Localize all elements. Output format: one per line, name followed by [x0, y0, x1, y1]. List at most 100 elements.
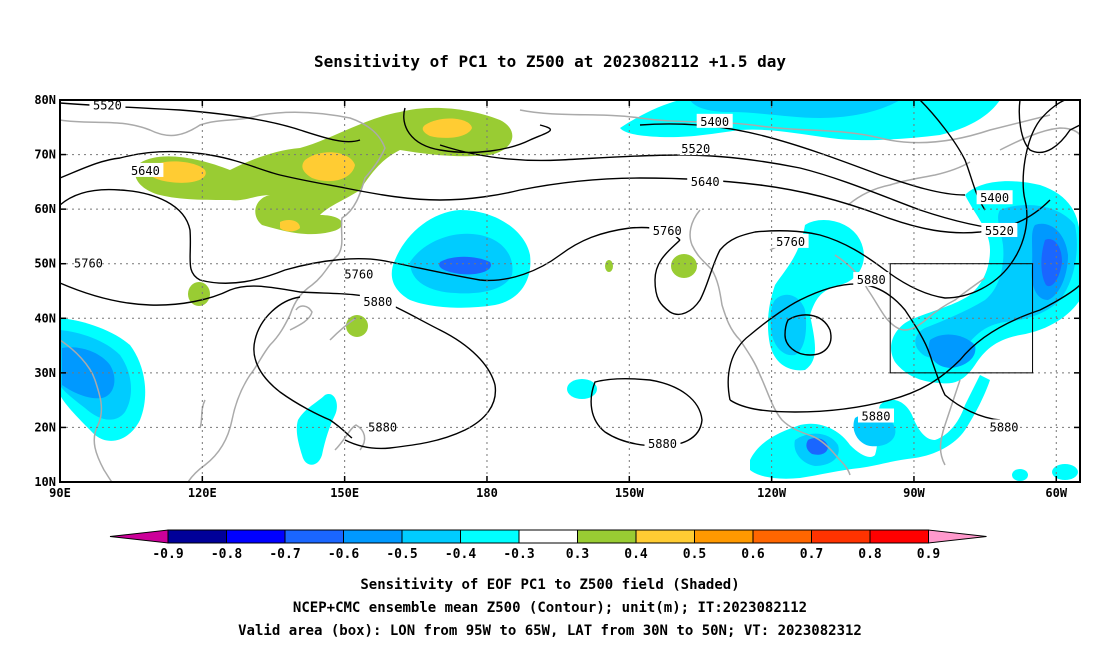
gridlines: [60, 100, 1080, 482]
positive-core-asia: [422, 118, 472, 138]
colorbar-segment: [869, 529, 929, 544]
contour-5880-mid: [590, 377, 703, 447]
lat-tick-label: 20N: [34, 420, 56, 434]
positive-core-asia: [280, 220, 300, 232]
contour-label: 5760: [74, 257, 103, 271]
colorbar-label: 0.4: [624, 547, 648, 562]
colorbar-label: -0.6: [328, 547, 359, 562]
contour-5880-circle: [784, 314, 832, 356]
contour-label: 5400: [980, 191, 1009, 205]
contour-label-bg: [986, 419, 1023, 434]
lon-tick-label: 90E: [49, 486, 71, 500]
valid-area-box: [889, 263, 1034, 374]
negative-region-small: [1012, 469, 1028, 481]
contour-label-bg: [359, 293, 396, 308]
contour-label-bg: [340, 266, 377, 281]
colorbar-high-triangle: [928, 529, 987, 544]
contour-label: 5520: [93, 98, 122, 112]
lat-tick-label: 60N: [34, 202, 56, 216]
colorbar-segment: [752, 529, 812, 544]
lon-axis: 90E 120E 150E 180 150W 120W 90W 60W: [49, 100, 1068, 500]
negative-region-atlantic: [1041, 239, 1062, 287]
colorbar: -0.9 -0.8 -0.7 -0.6 -0.5 -0.4 -0.3 0.3 0.4 0.5 0.6…: [109, 529, 987, 562]
contour-label: 5640: [131, 164, 160, 178]
colorbar-label: 0.3: [566, 547, 589, 562]
colorbar-label: -0.7: [269, 547, 300, 562]
caption-line-3: Valid area (box): LON from 95W to 65W, L…: [238, 623, 862, 639]
colorbar-segment: [401, 529, 461, 544]
negative-region-small: [1052, 464, 1078, 480]
contour-label: 5880: [862, 410, 891, 424]
contour-label-bg: [644, 435, 681, 450]
contour-arctic-loop: [1018, 100, 1080, 154]
positive-region-small: [188, 282, 210, 306]
lon-tick-label: 150E: [330, 486, 359, 500]
contour-5880-west: [60, 282, 497, 450]
contour-label-bg: [364, 419, 401, 434]
contour-label-bg: [649, 222, 686, 237]
colorbar-segment: [226, 529, 286, 544]
contour-labels: 5520 5640 5760 5760 5880 5880 5400 5520 5640 5760…: [70, 98, 1023, 451]
negative-region-north-america: [770, 294, 807, 356]
contour-label-bg: [687, 173, 724, 188]
colorbar-label: -0.3: [503, 547, 534, 562]
colorbar-segment: [694, 529, 754, 544]
positive-core-asia: [302, 152, 355, 182]
negative-region-western-pacific: [296, 394, 337, 465]
map-panel: 5520 5640 5760 5760 5880 5880 5400 5520 5640 5760…: [34, 93, 1081, 500]
lon-tick-label: 180: [476, 486, 498, 500]
negative-region-small: [567, 379, 597, 399]
colorbar-segment: [577, 529, 637, 544]
lon-tick-label: 120W: [757, 486, 787, 500]
lat-tick-label: 80N: [34, 93, 56, 107]
contour-5880-east: [729, 284, 1080, 413]
colorbar-label: 0.9: [917, 547, 940, 562]
caption-line-2: NCEP+CMC ensemble mean Z500 (Contour); u…: [293, 600, 807, 616]
contour-label: 5760: [776, 235, 805, 249]
lat-tick-label: 40N: [34, 311, 56, 325]
colorbar-segment: [460, 529, 520, 544]
colorbar-segment: [343, 529, 403, 544]
contour-label: 5640: [691, 175, 720, 189]
lat-tick-label: 30N: [34, 366, 56, 380]
lat-tick-label: 50N: [34, 257, 56, 271]
negative-region-atlantic: [928, 334, 976, 368]
contour-label-bg: [853, 272, 890, 287]
contour-label: 5400: [700, 115, 729, 129]
map-frame: [59, 99, 1081, 483]
contour-5640: [60, 150, 1051, 234]
contour-label: 5520: [985, 224, 1014, 238]
colorbar-label: -0.4: [445, 547, 476, 562]
lon-tick-label: 150W: [615, 486, 645, 500]
z500-contours: [60, 100, 1080, 450]
contour-label-bg: [981, 222, 1018, 237]
contour-5400-arctic: [639, 123, 966, 196]
contour-5880-loop: [253, 296, 353, 439]
lon-tick-label: 60W: [1045, 486, 1067, 500]
lat-axis: 80N 70N 60N 50N 40N 30N 20N 10N: [34, 93, 1080, 489]
colorbar-label: 0.6: [741, 547, 765, 562]
contour-label-bg: [976, 190, 1013, 205]
positive-region-small: [671, 254, 697, 278]
contour-label-bg: [70, 255, 107, 270]
negative-region-arctic: [690, 100, 900, 118]
colorbar-segment: [284, 529, 344, 544]
coastlines: [60, 109, 1080, 482]
contour-5760-loop: [654, 100, 1066, 316]
colorbar-label: 0.7: [800, 547, 823, 562]
contour-label: 5880: [990, 420, 1019, 434]
contour-5520-ring: [403, 107, 552, 154]
contour-label-bg: [89, 100, 126, 112]
negative-region-pacific: [439, 256, 491, 275]
contour-5760-west: [60, 188, 681, 284]
contour-label: 5760: [344, 268, 373, 282]
positive-region-small: [605, 260, 613, 272]
lat-tick-label: 70N: [34, 148, 56, 162]
contour-5520-east: [439, 144, 1011, 231]
contour-label: 5880: [648, 437, 677, 451]
contour-label: 5520: [681, 142, 710, 156]
colorbar-segment: [635, 529, 695, 544]
negative-region-indochina: [62, 347, 115, 399]
colorbar-segment: [811, 529, 871, 544]
